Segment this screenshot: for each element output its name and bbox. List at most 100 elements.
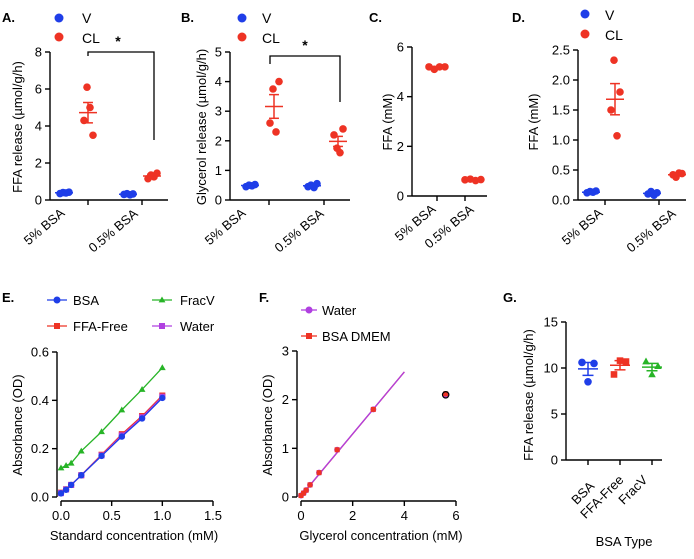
- y-tick-label: 0.0: [31, 490, 49, 505]
- data-point-cl: [330, 131, 338, 139]
- legend-marker: [237, 32, 247, 42]
- panel-e-legend-fracv: FracV: [180, 293, 215, 308]
- panel-b-label: B.: [181, 10, 194, 25]
- data-point-cl: [613, 132, 621, 140]
- data-point-cl: [83, 83, 91, 91]
- y-tick-label: 3: [215, 104, 222, 119]
- panel-b-legend-cl: CL: [262, 30, 280, 46]
- y-tick-label: 10: [544, 361, 558, 376]
- data-point-bsa: [590, 359, 598, 368]
- data-point-ffafree: [622, 358, 630, 365]
- data-point-bsa: [159, 394, 166, 402]
- legend-marker-bsadmem: [306, 333, 312, 339]
- legend-marker: [237, 13, 247, 23]
- panel-e-legend-bsa: BSA: [73, 293, 99, 308]
- data-point-fracv: [77, 447, 85, 454]
- x-tick-label: 0: [297, 508, 304, 523]
- y-tick-label: 1: [282, 441, 289, 456]
- data-point-bsa: [98, 452, 105, 460]
- line-fracv: [60, 367, 163, 469]
- x-tick-label: 2: [349, 508, 356, 523]
- legend-marker-bsa: [53, 296, 61, 304]
- data-point-cl: [275, 77, 283, 86]
- legend-marker: [54, 13, 64, 23]
- legend-marker: [580, 9, 590, 19]
- y-tick-label: 0: [35, 193, 42, 208]
- panel-a-label: A.: [2, 10, 15, 25]
- panel-a: A. FFA release (µmol/g/h) V CL * 5% BSA …: [2, 10, 168, 255]
- panel-d-ylabel: FFA (mM): [526, 93, 541, 150]
- panel-a-xtick-05bsa: 0.5% BSA: [86, 206, 141, 256]
- y-tick-label: 0.0: [552, 193, 570, 208]
- data-point-ffafree: [610, 371, 618, 378]
- data-point-cl: [339, 125, 347, 133]
- panel-e-legend-water: Water: [180, 319, 215, 334]
- y-tick-label: 6: [35, 82, 42, 97]
- data-point-bsa: [578, 358, 586, 367]
- data-point-bsa-dmem: [334, 447, 340, 453]
- panel-d-legend-cl: CL: [605, 27, 623, 43]
- data-point-cl: [616, 88, 624, 96]
- legend-marker-ffafree: [54, 323, 60, 329]
- x-tick-label: 0.5: [103, 508, 121, 523]
- panel-a-legend-v: V: [82, 10, 92, 26]
- legend-marker: [580, 29, 590, 39]
- y-tick-label: 2: [282, 392, 289, 407]
- x-tick-label: 1.0: [153, 508, 171, 523]
- panel-f-label: F.: [259, 290, 269, 305]
- data-point-fracv: [158, 364, 166, 371]
- panel-e-xlabel: Standard concentration (mM): [50, 528, 218, 543]
- panel-b-ylabel: Glycerol release (µmol/g/h): [194, 49, 209, 205]
- panel-f-legend-water: Water: [322, 303, 357, 318]
- panel-e-label: E.: [2, 290, 14, 305]
- x-tick-label: 6: [452, 508, 459, 523]
- panel-c-label: C.: [369, 10, 382, 25]
- data-point-fracv: [62, 462, 70, 468]
- data-point-cl: [89, 131, 97, 140]
- panel-b-legend-v: V: [262, 10, 272, 26]
- significance-bracket: [269, 55, 341, 102]
- panel-b-xtick-5bsa: 5% BSA: [202, 205, 249, 248]
- x-tick-label: 1.5: [204, 508, 222, 523]
- data-point-bsa: [62, 486, 70, 493]
- significance-bracket: [87, 51, 155, 140]
- data-point-cl: [610, 56, 618, 64]
- line-ffa-free: [60, 395, 163, 494]
- data-point-bsa-dmem: [301, 490, 307, 496]
- data-point-bsa: [57, 490, 65, 497]
- panel-f-ylabel: Absorbance (OD): [260, 374, 275, 475]
- panel-e: E. Absorbance (OD) Standard concentratio…: [2, 290, 222, 543]
- y-tick-label: 0.5: [552, 163, 570, 178]
- y-tick-label: 0: [215, 193, 222, 208]
- data-point-cl: [266, 119, 274, 127]
- y-tick-label: 4: [35, 119, 42, 134]
- panel-g-ylabel: FFA release (µmol/g/h): [521, 329, 536, 461]
- panel-a-ylabel: FFA release (µmol/g/h): [10, 61, 25, 193]
- x-tick-label: 4: [401, 508, 408, 523]
- y-tick-label: 1: [215, 163, 222, 178]
- data-point-bsa: [584, 378, 592, 386]
- data-point-bsa-dmem: [307, 482, 313, 488]
- data-point-bsa-dmem: [443, 391, 449, 397]
- y-tick-label: 0: [397, 189, 404, 204]
- y-tick-label: 2.0: [552, 73, 570, 88]
- panel-d-label: D.: [512, 10, 525, 25]
- legend-marker-water: [305, 306, 313, 314]
- panel-c-ylabel: FFA (mM): [380, 93, 395, 150]
- data-point-cl: [336, 148, 344, 157]
- data-point-fracv: [67, 459, 75, 466]
- panel-f: F. Absorbance (OD) Glycerol concentratio…: [259, 290, 463, 543]
- panel-b-significance: *: [302, 37, 308, 53]
- y-tick-label: 2: [215, 133, 222, 148]
- panel-e-legend-ffafree: FFA-Free: [73, 319, 128, 334]
- panel-a-xtick-5bsa: 5% BSA: [21, 205, 68, 248]
- panel-b: B. Glycerol release (µmol/g/h) V CL * 5%…: [181, 10, 350, 255]
- panel-a-significance: *: [115, 33, 121, 49]
- data-point-cl: [269, 85, 277, 93]
- fit-line-water: [300, 371, 405, 497]
- y-tick-label: 1.0: [552, 133, 570, 148]
- y-tick-label: 5: [215, 45, 222, 60]
- y-tick-label: 4: [397, 89, 404, 104]
- y-tick-label: 6: [397, 40, 404, 55]
- data-point-cl: [153, 169, 161, 177]
